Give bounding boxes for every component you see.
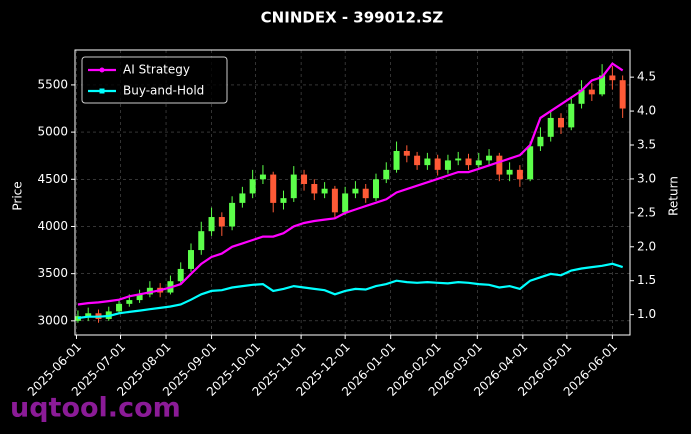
candle-body: [444, 160, 451, 170]
candle-body: [126, 300, 133, 304]
candle-body: [424, 158, 431, 166]
candle-body: [321, 188, 328, 194]
candle-body: [455, 158, 462, 161]
legend-marker: [99, 88, 105, 94]
candle-body: [208, 217, 215, 232]
candle-body: [383, 169, 390, 180]
y-tick-label: 5000: [37, 125, 68, 139]
y2-tick-label: 4.5: [637, 70, 656, 84]
candle-body: [301, 174, 308, 185]
y2-tick-label: 3.5: [637, 138, 656, 152]
chart-title: CNINDEX - 399012.SZ: [261, 9, 444, 27]
candle-body: [239, 193, 246, 203]
candle-body: [403, 150, 410, 156]
candle-body: [496, 155, 503, 175]
candle-body: [331, 188, 338, 213]
candle-body: [486, 155, 493, 161]
candle-body: [362, 188, 369, 199]
candle-body: [74, 316, 81, 321]
candle-body: [465, 158, 472, 166]
y-axis-label: Price: [11, 181, 25, 210]
candle-body: [270, 174, 277, 203]
series-line: [77, 262, 624, 320]
candle-body: [280, 198, 287, 203]
candle-body: [259, 174, 266, 180]
candle-body: [352, 188, 359, 194]
candle-body: [146, 287, 153, 295]
legend-box: [81, 56, 228, 104]
candle-body: [372, 179, 379, 199]
y2-tick-label: 1.5: [637, 273, 656, 287]
y-tick-label: 4000: [37, 219, 68, 233]
legend-label: AI Strategy: [123, 63, 190, 77]
candle-body: [588, 89, 595, 95]
candle-body: [187, 250, 194, 269]
candle-body: [568, 103, 575, 128]
candle-body: [557, 117, 564, 128]
y-tick-label: 4500: [37, 172, 68, 186]
candle-body: [619, 80, 626, 109]
y2-tick-label: 4.0: [637, 104, 656, 118]
candle-body: [342, 193, 349, 213]
plot-frame: [74, 49, 631, 336]
candle-body: [177, 268, 184, 282]
y-tick-label: 3500: [37, 266, 68, 280]
candle-body: [198, 231, 205, 251]
candle-body: [609, 75, 616, 81]
candle-body: [136, 294, 143, 301]
candle-body: [414, 155, 421, 166]
candle-body: [599, 75, 606, 95]
y2-axis-label: Return: [667, 176, 681, 216]
candle-body: [506, 169, 513, 175]
watermark: uqtool.com: [10, 393, 181, 424]
candle-body: [85, 313, 92, 317]
candle-body: [578, 89, 585, 104]
y2-tick-label: 3.0: [637, 171, 656, 185]
candle-body: [311, 184, 318, 194]
candle-body: [229, 202, 236, 227]
candle-body: [218, 217, 225, 227]
y2-tick-label: 2.5: [637, 205, 656, 219]
candle-body: [475, 160, 482, 166]
candle-body: [516, 169, 523, 180]
candle-body: [249, 179, 256, 194]
y-tick-label: 5500: [37, 77, 68, 91]
candle-body: [116, 303, 123, 312]
candle-body: [434, 158, 441, 170]
legend-label: Buy-and-Hold: [123, 84, 204, 98]
candle-body: [547, 117, 554, 137]
candle-body: [393, 150, 400, 170]
y2-tick-label: 2.0: [637, 239, 656, 253]
y-tick-label: 3000: [37, 313, 68, 327]
y2-tick-label: 1.0: [637, 307, 656, 321]
series-line: [77, 62, 624, 306]
candle-body: [290, 174, 297, 199]
legend-marker: [99, 67, 105, 73]
candle-body: [537, 136, 544, 147]
candle-body: [527, 146, 534, 180]
